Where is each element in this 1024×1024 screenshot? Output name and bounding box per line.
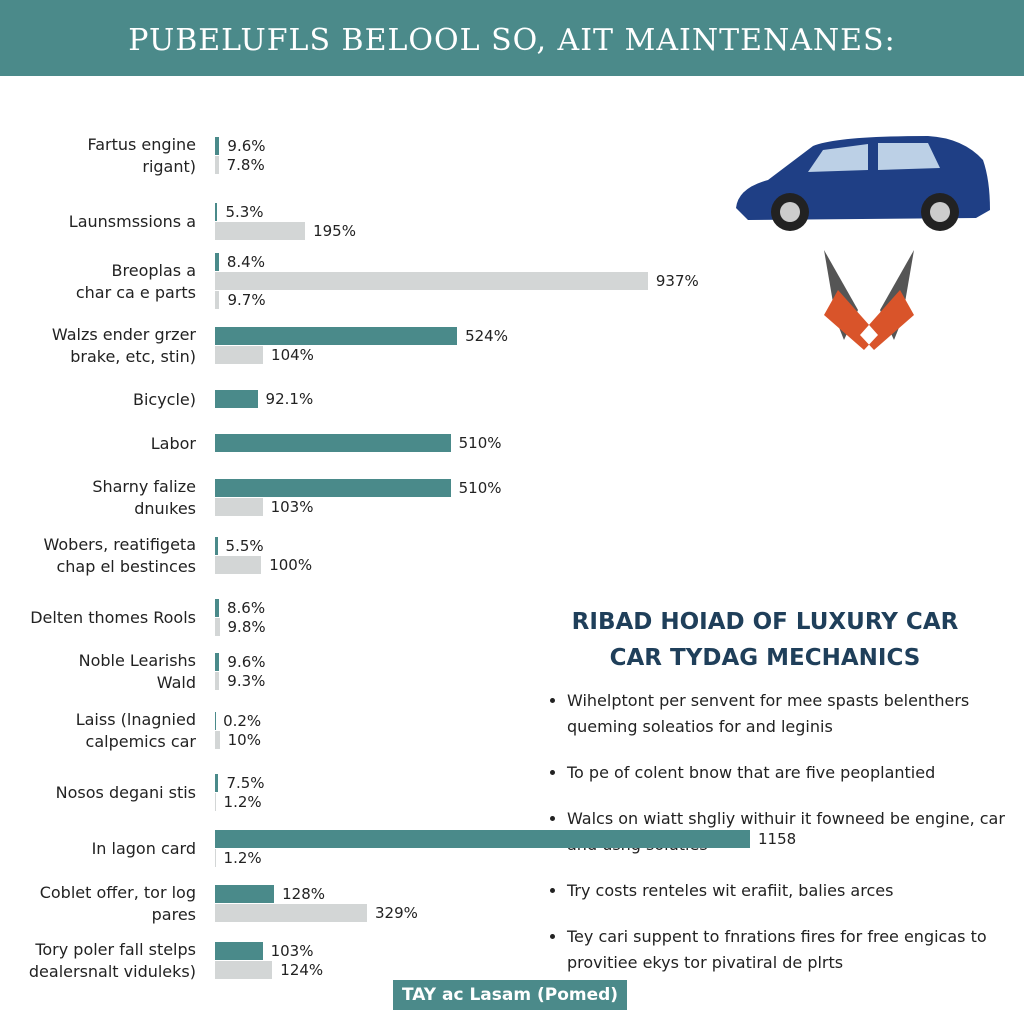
bar [215, 291, 220, 309]
header-title: PUBELUFLS BELOOL SO, AIT MAINTENANES: [0, 0, 1024, 76]
bar [215, 327, 458, 345]
value-label: 92.1% [265, 390, 314, 408]
bar [215, 961, 273, 979]
value-label: 9.3% [227, 672, 266, 690]
category-label: Wobers, reatifigeta chap el bestinces [43, 535, 196, 576]
illustration [736, 136, 990, 350]
bar [215, 793, 216, 811]
value-label: 100% [269, 556, 313, 574]
value-label: 7.5% [226, 774, 265, 792]
bar [215, 849, 216, 867]
category-label: Walzs ender grzer brake, etc, stin) [51, 325, 196, 366]
value-label: 5.5% [225, 537, 264, 555]
value-label: 510% [458, 479, 502, 497]
bar [215, 942, 263, 960]
value-label: 0.2% [223, 712, 262, 730]
value-label: 103% [270, 942, 314, 960]
category-label: Laiss (lnagnied calpemics car [75, 710, 196, 751]
bar [215, 203, 218, 221]
bar [215, 537, 218, 555]
bar [215, 731, 220, 749]
bar [215, 498, 263, 516]
bullet-item: Try costs renteles wit erafiit, balies a… [567, 878, 1024, 904]
value-label: 5.3% [225, 203, 264, 221]
value-label: 1158 [758, 830, 797, 848]
bar [215, 479, 451, 497]
value-label: 10% [227, 731, 261, 749]
category-label: Delten thomes Rools [30, 608, 196, 627]
value-label: 9.6% [227, 653, 266, 671]
bar [215, 653, 220, 671]
bullet-item: Tey cari suppent to fnrations fires for … [567, 924, 1024, 976]
value-label: 8.4% [226, 253, 265, 271]
value-label: 9.6% [227, 137, 266, 155]
category-label: Coblet offer, tor log pares [39, 883, 196, 924]
value-label: 195% [313, 222, 356, 240]
car-window [808, 143, 940, 172]
bar [215, 618, 220, 636]
value-label: 9.7% [227, 291, 266, 309]
value-label: 1.2% [223, 849, 262, 867]
bar [215, 390, 258, 408]
category-label: Labor [150, 433, 196, 453]
value-label: 1.2% [223, 793, 262, 811]
category-label: Sharny falize dnuıkes [92, 477, 196, 518]
bar [215, 672, 220, 690]
bar [215, 599, 219, 617]
value-label: 9.8% [227, 618, 266, 636]
category-label: In lagon card [91, 839, 196, 858]
bar [215, 885, 275, 903]
bullet-list: Wihelptont per senvent for mee spasts be… [545, 688, 1024, 996]
category-label: Launsmssions a [68, 212, 196, 231]
bullet-item: To pe of colent bnow that are five peopl… [567, 760, 1024, 786]
bar [215, 556, 262, 574]
category-label: Bicycle) [132, 389, 196, 409]
value-label: 524% [465, 327, 508, 345]
bar [215, 156, 219, 174]
bar [215, 774, 219, 792]
category-label: Nosos degani stis [55, 783, 196, 802]
value-label: 510% [458, 434, 502, 452]
category-label: Fartus engine rigant) [87, 135, 196, 176]
category-label: Noble Learishs Wald [78, 651, 196, 692]
bar [215, 253, 219, 271]
bar [215, 434, 451, 452]
value-label: 124% [280, 961, 324, 979]
footer: TAY ac Lasam (Pomed) [393, 980, 627, 1010]
hub [780, 202, 800, 222]
bar [215, 830, 750, 848]
bar [215, 137, 220, 155]
category-label: Breoplas a char ca e parts [75, 260, 196, 302]
bar [215, 904, 367, 922]
value-label: 937% [655, 272, 699, 290]
panel-title: RIBAD HOIAD OF LUXURY CAR CAR TYDAG MECH… [571, 609, 959, 671]
bullet-item: Wihelptont per senvent for mee spasts be… [567, 688, 1024, 740]
tool-handle [824, 290, 914, 350]
value-label: 8.6% [226, 599, 266, 617]
value-label: 329% [374, 904, 418, 922]
bar [215, 222, 306, 240]
value-label: 104% [271, 346, 314, 364]
bar [215, 272, 648, 290]
value-label: 103% [270, 498, 314, 516]
value-label: 7.8% [226, 156, 265, 174]
category-label: Tory poler fall stelps dealersnalt vidul… [28, 940, 196, 981]
value-label: 128% [282, 885, 326, 903]
hub [930, 202, 950, 222]
bar [215, 346, 264, 364]
